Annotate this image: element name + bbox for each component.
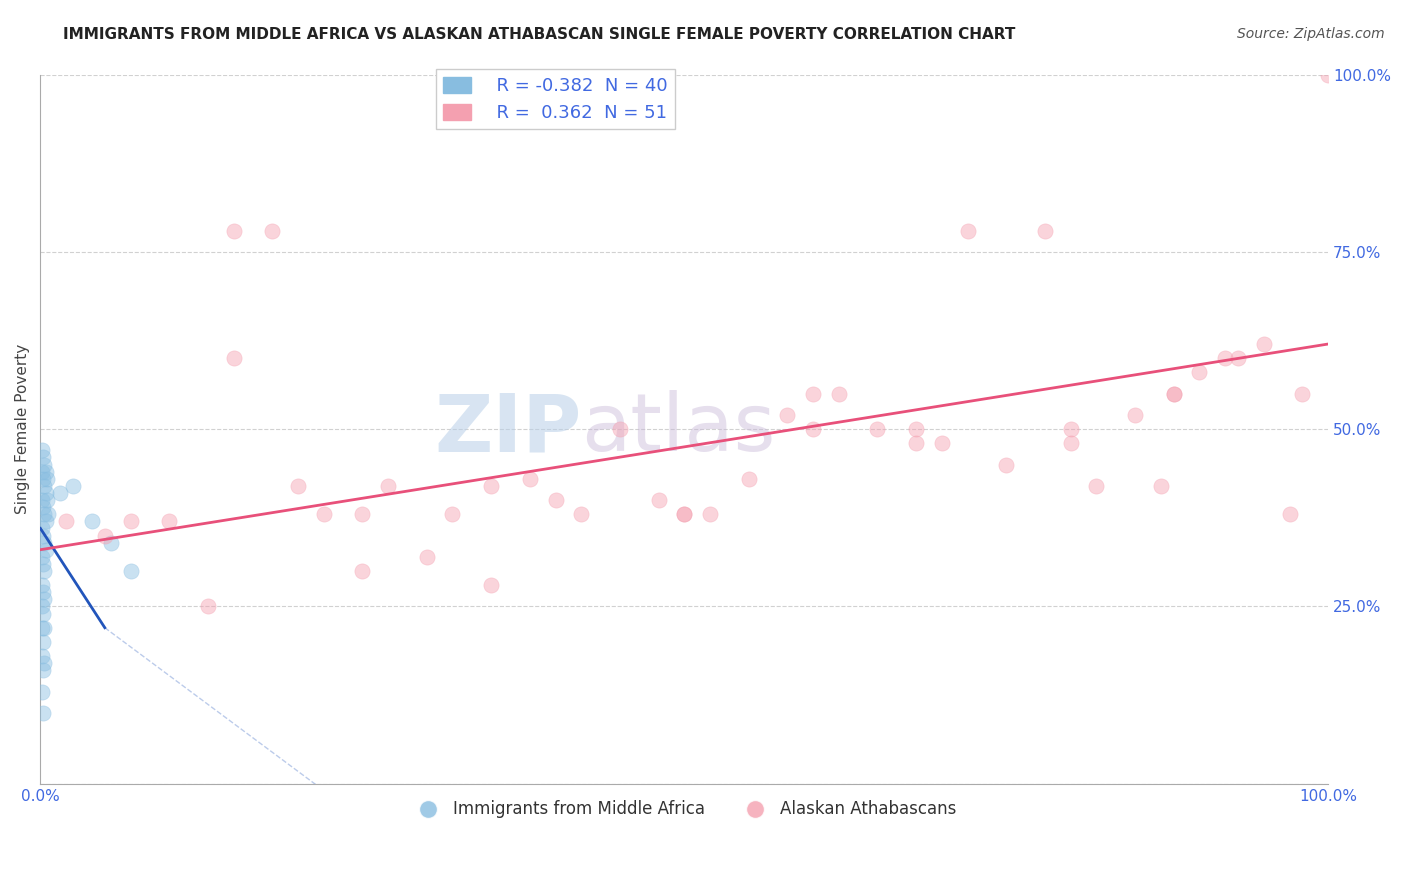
Point	[673, 507, 696, 521]
Point	[34, 514, 56, 528]
Point	[32, 592, 55, 607]
Point	[157, 514, 180, 528]
Text: IMMIGRANTS FROM MIDDLE AFRICA VS ALASKAN ATHABASCAN SINGLE FEMALE POVERTY CORREL: IMMIGRANTS FROM MIDDLE AFRICA VS ALASKAN…	[63, 27, 1015, 42]
Point	[262, 223, 284, 237]
Y-axis label: Single Female Poverty: Single Female Poverty	[15, 344, 30, 515]
Point	[32, 607, 55, 621]
Point	[699, 507, 721, 521]
Point	[222, 223, 245, 237]
Point	[32, 472, 55, 486]
Point	[1150, 479, 1173, 493]
Point	[609, 422, 631, 436]
Point	[441, 507, 464, 521]
Point	[1188, 365, 1211, 379]
Point	[31, 621, 53, 635]
Point	[31, 599, 53, 614]
Point	[35, 493, 58, 508]
Point	[37, 507, 59, 521]
Point	[55, 514, 77, 528]
Point	[32, 557, 55, 571]
Point	[31, 578, 53, 592]
Point	[32, 706, 55, 720]
Point	[32, 479, 55, 493]
Point	[352, 507, 374, 521]
Point	[1163, 386, 1185, 401]
Point	[1213, 351, 1236, 366]
Point	[32, 500, 55, 515]
Point	[866, 422, 889, 436]
Point	[32, 458, 55, 472]
Point	[120, 514, 142, 528]
Text: Source: ZipAtlas.com: Source: ZipAtlas.com	[1237, 27, 1385, 41]
Point	[801, 386, 824, 401]
Point	[801, 422, 824, 436]
Point	[737, 472, 759, 486]
Point	[94, 528, 117, 542]
Point	[1163, 386, 1185, 401]
Point	[287, 479, 309, 493]
Point	[905, 422, 928, 436]
Point	[32, 635, 55, 649]
Point	[197, 599, 219, 614]
Point	[956, 223, 979, 237]
Point	[569, 507, 592, 521]
Point	[80, 514, 103, 528]
Point	[34, 465, 56, 479]
Point	[1085, 479, 1108, 493]
Point	[377, 479, 399, 493]
Point	[32, 621, 55, 635]
Point	[1123, 408, 1146, 422]
Point	[1059, 436, 1081, 450]
Point	[1253, 337, 1275, 351]
Point	[31, 549, 53, 564]
Point	[673, 507, 696, 521]
Point	[995, 458, 1018, 472]
Point	[32, 507, 55, 521]
Point	[32, 585, 55, 599]
Point	[828, 386, 851, 401]
Point	[35, 472, 58, 486]
Point	[479, 479, 502, 493]
Point	[519, 472, 541, 486]
Point	[1291, 386, 1313, 401]
Point	[222, 351, 245, 366]
Point	[1278, 507, 1301, 521]
Point	[1317, 68, 1340, 82]
Point	[647, 493, 669, 508]
Point	[1033, 223, 1056, 237]
Point	[31, 465, 53, 479]
Point	[32, 535, 55, 549]
Point	[100, 535, 122, 549]
Point	[931, 436, 953, 450]
Point	[544, 493, 567, 508]
Point	[32, 656, 55, 670]
Point	[352, 564, 374, 578]
Point	[32, 528, 55, 542]
Point	[32, 564, 55, 578]
Point	[776, 408, 799, 422]
Point	[416, 549, 439, 564]
Point	[31, 443, 53, 458]
Point	[34, 542, 56, 557]
Point	[312, 507, 335, 521]
Point	[31, 493, 53, 508]
Text: ZIP: ZIP	[434, 390, 581, 468]
Point	[31, 649, 53, 664]
Point	[62, 479, 84, 493]
Point	[32, 450, 55, 465]
Point	[120, 564, 142, 578]
Point	[34, 486, 56, 500]
Point	[905, 436, 928, 450]
Point	[1059, 422, 1081, 436]
Point	[1227, 351, 1250, 366]
Point	[31, 684, 53, 698]
Text: atlas: atlas	[581, 390, 776, 468]
Point	[479, 578, 502, 592]
Point	[32, 663, 55, 677]
Legend: Immigrants from Middle Africa, Alaskan Athabascans: Immigrants from Middle Africa, Alaskan A…	[405, 794, 963, 825]
Point	[48, 486, 70, 500]
Point	[31, 521, 53, 535]
